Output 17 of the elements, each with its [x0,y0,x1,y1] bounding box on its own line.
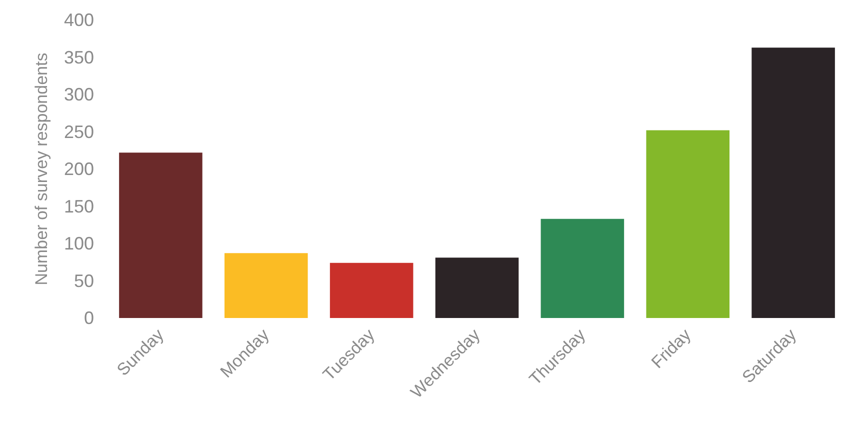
y-tick-label: 100 [64,234,94,254]
bar [752,48,835,318]
y-tick-label: 300 [64,84,94,104]
y-tick-label: 350 [64,47,94,68]
y-axis-title: Number of survey respondents [32,52,51,286]
bar [224,253,308,318]
bar [435,258,519,318]
y-tick-label: 50 [74,270,94,291]
y-tick-label: 250 [64,122,94,142]
y-tick-label: 150 [64,196,94,216]
bar [540,218,624,318]
bar [330,262,414,318]
y-tick-label: 400 [64,10,94,30]
bar [646,130,730,318]
y-tick-label: 200 [64,159,94,179]
y-tick-label: 0 [84,308,94,328]
bar [119,152,202,318]
